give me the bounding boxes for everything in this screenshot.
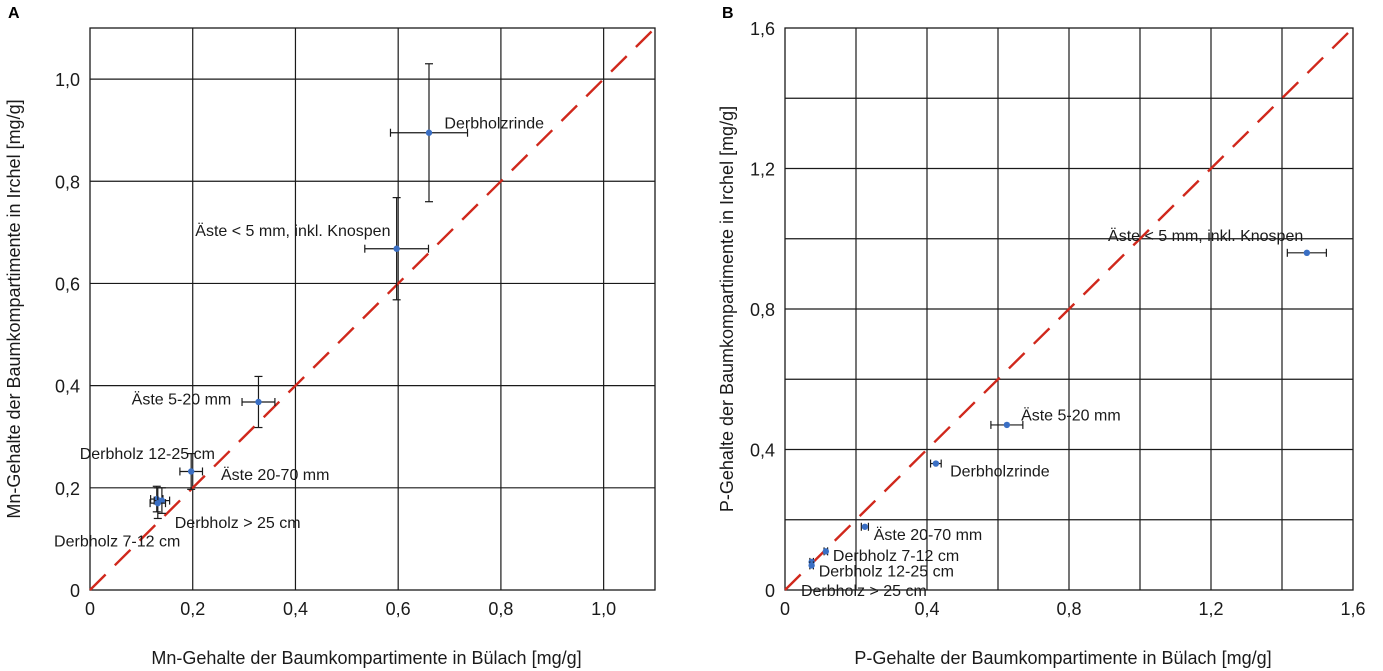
panel-b-point-label: Derbholzrinde — [950, 464, 1050, 481]
panel-a-data-point-group: Derbholz 12-25 cm — [80, 446, 215, 513]
panel-b-letter: B — [722, 5, 734, 22]
panel-a-x-tick-label: 0,2 — [180, 599, 205, 619]
panel-b-scatter-chart: B 0 0,4 0,8 1,2 1,6 0 0,4 0,8 1,2 1,6 P-Gehalte der… — [717, 5, 1366, 668]
panel-b-y-tick-label: 0,4 — [750, 441, 775, 461]
panel-a-data-point-group: Äste < 5 mm, inkl. Knospen — [195, 197, 430, 301]
panel-b-reference-line — [784, 27, 1354, 591]
panel-a-x-tick-label: 1,0 — [591, 599, 616, 619]
panel-a-data-point — [255, 398, 262, 406]
panel-b-data-point-group: Derbholzrinde — [929, 459, 1050, 481]
panel-b-x-axis-label: P-Gehalte der Baumkompartimente in Bülac… — [854, 648, 1271, 668]
panel-a-data-point-group: Äste 5-20 mm — [132, 375, 276, 429]
panel-b-y-tick-label: 0 — [765, 581, 775, 601]
panel-b-data-point — [1003, 421, 1011, 429]
panel-b-point-label: Äste 20-70 mm — [874, 526, 982, 544]
panel-b-data-point — [808, 562, 815, 569]
panel-b-data-point — [822, 548, 830, 555]
panel-b-x-tick-label: 1,6 — [1340, 599, 1365, 619]
panel-a-point-label: Äste 5-20 mm — [132, 390, 232, 408]
panel-b-point-label: Derbholz 12-25 cm — [819, 564, 954, 581]
panel-a-x-axis-label: Mn-Gehalte der Baumkompartimente in Büla… — [151, 648, 581, 668]
panel-a-scatter-chart: A 0 0,2 0,4 0,6 0,8 1,0 0 0,2 0,4 0,6 0,8 1,0 Mn-Geha… — [4, 5, 656, 668]
panel-a-data-point — [425, 129, 433, 136]
panel-b-data-point — [1303, 249, 1311, 256]
panel-a-y-tick-label: 0,8 — [55, 172, 80, 192]
panel-a-y-axis-label: Mn-Gehalte der Baumkompartimente in Irch… — [4, 99, 24, 518]
panel-a-grid — [90, 28, 655, 590]
panel-a-data-point-group: Derbholzrinde — [389, 63, 544, 203]
panel-a-point-label: Derbholz 7-12 cm — [54, 533, 180, 550]
panel-a-data-point-group: Derbholz 7-12 cm — [54, 487, 180, 550]
panel-b-point-label: Derbholz > 25 cm — [801, 583, 927, 600]
panel-b-data-point-group: Äste < 5 mm, inkl. Knospen — [1108, 227, 1327, 257]
panel-b-data-point-group: Derbholz > 25 cm — [801, 561, 927, 600]
panel-a-plot-frame — [89, 27, 656, 591]
panel-b-point-label: Äste 5-20 mm — [1021, 406, 1121, 424]
panel-a-x-tick-label: 0,8 — [488, 599, 513, 619]
panel-b-y-axis-label: P-Gehalte der Baumkompartimente in Irche… — [717, 106, 737, 512]
panel-b-data-point-group: Äste 5-20 mm — [990, 406, 1121, 429]
panel-a-y-tick-label: 0,6 — [55, 274, 80, 294]
panel-b-data-point-group: Äste 20-70 mm — [860, 522, 982, 544]
panel-b-y-tick-label: 1,2 — [750, 160, 775, 180]
panel-a-data-point — [187, 468, 195, 475]
panel-a-y-tick-label: 1,0 — [55, 70, 80, 90]
panel-a-point-label: Derbholzrinde — [444, 116, 544, 133]
panel-a-y-tick-label: 0,2 — [55, 479, 80, 499]
panel-b-data-point — [932, 460, 940, 467]
panel-a-point-label: Derbholz 12-25 cm — [80, 446, 215, 463]
panel-b-y-tick-label: 0,8 — [750, 300, 775, 320]
panel-a-y-tick-label: 0 — [70, 581, 80, 601]
panel-a-x-tick-label: 0,6 — [386, 599, 411, 619]
panel-b-data-point-group: Derbholz 7-12 cm — [822, 547, 959, 565]
panel-b-x-tick-label: 0,8 — [1056, 599, 1081, 619]
panel-a-data-point — [393, 245, 400, 252]
panel-b-x-tick-label: 1,2 — [1198, 599, 1223, 619]
panel-a-letter: A — [8, 5, 20, 22]
panel-b-x-tick-label: 0,4 — [914, 599, 939, 619]
panel-b-x-tick-label: 0 — [780, 599, 790, 619]
panel-a-point-label: Derbholz > 25 cm — [175, 515, 301, 532]
panel-b-y-tick-label: 1,6 — [750, 19, 775, 39]
panel-b-data-point — [861, 523, 869, 530]
panel-a-data-point-group: Derbholz > 25 cm — [153, 487, 301, 532]
panel-b-point-label: Äste < 5 mm, inkl. Knospen — [1108, 227, 1303, 245]
panel-a-x-tick-label: 0,4 — [283, 599, 308, 619]
panel-a-data-point — [154, 499, 161, 507]
panel-a-point-label: Äste 20-70 mm — [221, 466, 329, 484]
panel-a-y-tick-label: 0,4 — [55, 377, 80, 397]
panel-b-point-label: Derbholz 7-12 cm — [833, 548, 959, 565]
panel-a-data-point-group: Äste 20-70 mm — [179, 452, 329, 490]
panel-b-plot-frame — [784, 27, 1354, 591]
panel-a-point-label: Äste < 5 mm, inkl. Knospen — [195, 222, 390, 240]
panel-a-x-tick-label: 0 — [85, 599, 95, 619]
panel-a-reference-line — [89, 27, 656, 591]
